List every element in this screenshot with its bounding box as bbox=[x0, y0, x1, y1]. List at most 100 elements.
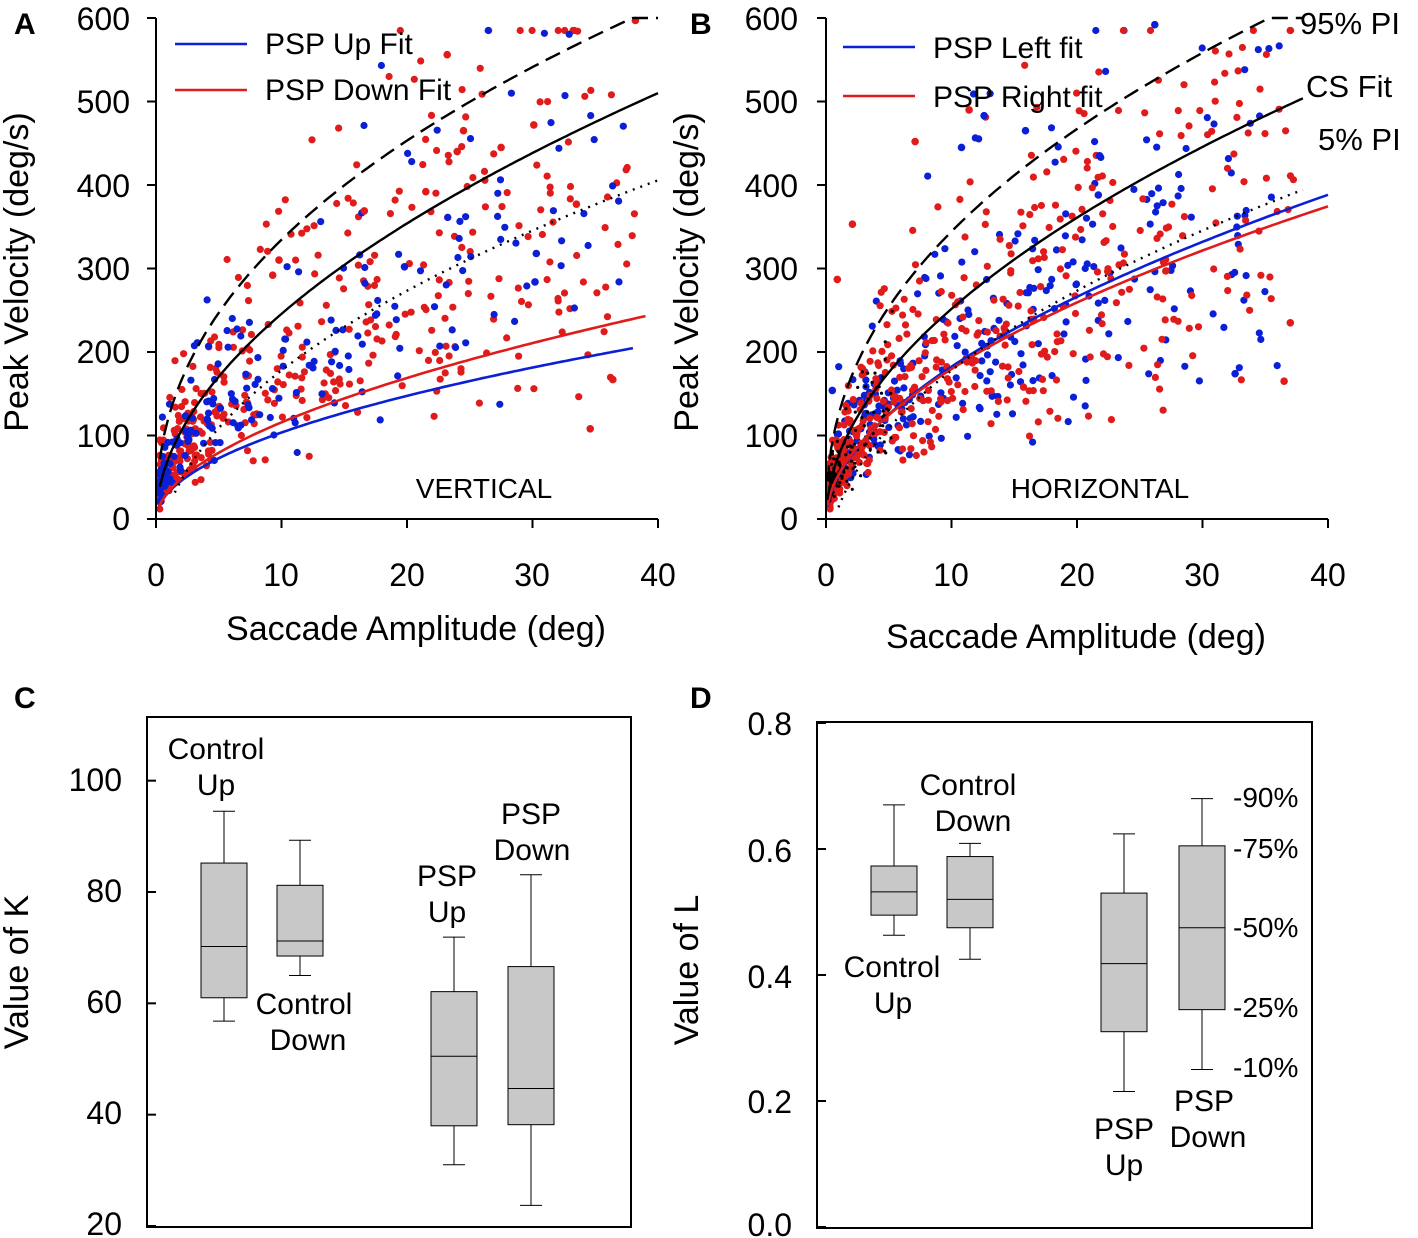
panel-b-point-914 bbox=[862, 424, 866, 428]
panel-b-point-51 bbox=[922, 274, 930, 283]
panel-b-point-694 bbox=[1031, 203, 1039, 212]
panel-b-point-284 bbox=[1224, 155, 1232, 163]
panel-a-point-267 bbox=[180, 350, 188, 358]
panel-a-point-290 bbox=[310, 222, 318, 230]
panel-a-point-491 bbox=[181, 452, 189, 460]
panel-a-y-label: Peak Velocity (deg/s) bbox=[0, 112, 36, 431]
panel-b-highlight-point-2 bbox=[980, 111, 988, 120]
panel-b-point-562 bbox=[1021, 61, 1029, 69]
panel-b-point-370 bbox=[994, 397, 1003, 405]
panel-d-label-control-down-1: Control bbox=[920, 769, 1017, 802]
panel-b-point-690 bbox=[1257, 271, 1265, 279]
panel-a-point-10 bbox=[458, 143, 466, 151]
panel-b-point-793 bbox=[1266, 273, 1274, 281]
panel-b-point-198 bbox=[971, 248, 979, 256]
panel-a-point-229 bbox=[378, 337, 386, 345]
panel-b-point-599 bbox=[1261, 130, 1269, 138]
panel-c-letter: C bbox=[14, 682, 36, 715]
panel-b-point-353 bbox=[924, 396, 933, 404]
panel-d-ticks bbox=[817, 722, 826, 1228]
panel-a-point-207 bbox=[325, 394, 333, 402]
panel-a-point-77 bbox=[428, 326, 436, 334]
panel-a-point-496 bbox=[433, 126, 441, 134]
panel-b-point-512 bbox=[1083, 164, 1091, 172]
panel-a-point-28 bbox=[536, 98, 544, 106]
panel-a-point-481 bbox=[328, 358, 336, 366]
panel-b-point-468 bbox=[1039, 387, 1047, 395]
panel-a-point-391 bbox=[303, 225, 311, 233]
panel-b-point-164 bbox=[890, 377, 899, 385]
panel-b-point-462 bbox=[1027, 151, 1035, 159]
panel-b-point-258 bbox=[1022, 289, 1030, 297]
panel-a-point-587 bbox=[510, 317, 519, 325]
panel-c-box-control-up-body bbox=[200, 862, 248, 999]
panel-a-point-87 bbox=[171, 403, 179, 411]
panel-b-point-435 bbox=[966, 178, 974, 186]
panel-b-point-883 bbox=[845, 445, 850, 449]
panel-c-boxes bbox=[200, 810, 555, 1206]
panel-a-point-349 bbox=[555, 308, 563, 316]
panel-b-point-303 bbox=[899, 415, 907, 423]
panel-b-point-735 bbox=[1208, 185, 1216, 193]
panel-c-box-control-down-body bbox=[276, 884, 324, 957]
panel-b-point-535 bbox=[900, 295, 908, 303]
panel-a-point-519 bbox=[395, 250, 403, 258]
panel-b-point-730 bbox=[1071, 233, 1080, 241]
panel-b-point-926 bbox=[848, 444, 852, 448]
panel-a-point-590 bbox=[187, 376, 195, 384]
panel-b-point-758 bbox=[1103, 353, 1111, 361]
panel-a-point-529 bbox=[609, 182, 617, 190]
panel-b-ytick-0: 0 bbox=[780, 501, 798, 537]
panel-b-point-431 bbox=[975, 317, 983, 325]
panel-a-point-536 bbox=[339, 326, 347, 334]
panel-c-ytick-40: 40 bbox=[86, 1095, 122, 1131]
panel-b-point-847 bbox=[899, 456, 907, 464]
panel-a-point-81 bbox=[581, 92, 589, 100]
panel-b-point-180 bbox=[1114, 354, 1122, 362]
panel-b-point-116 bbox=[1062, 210, 1070, 218]
panel-a-point-546 bbox=[452, 343, 460, 352]
panel-b-point-969 bbox=[853, 461, 857, 465]
panel-b-point-291 bbox=[893, 386, 901, 394]
panel-b-point-564 bbox=[1099, 210, 1107, 218]
panel-b-point-482 bbox=[933, 356, 941, 364]
panel-a-legend-up-label: PSP Up Fit bbox=[265, 28, 413, 61]
panel-b-point-922 bbox=[856, 385, 860, 389]
panel-b-point-98 bbox=[1042, 287, 1050, 295]
panel-d-label-control-down-2: Down bbox=[935, 805, 1012, 838]
panel-b-point-881 bbox=[845, 479, 849, 483]
panel-a-point-165 bbox=[433, 146, 441, 155]
panel-a-point-103 bbox=[177, 403, 186, 411]
panel-b-point-146 bbox=[1011, 237, 1019, 245]
panel-b-point-67 bbox=[1029, 377, 1037, 385]
panel-a-letter: A bbox=[14, 8, 36, 41]
panel-a-point-542 bbox=[584, 241, 592, 250]
panel-b-point-384 bbox=[947, 388, 955, 396]
panel-b-point-686 bbox=[1151, 373, 1159, 381]
panel-a-x-label: Saccade Amplitude (deg) bbox=[226, 610, 606, 648]
panel-a-point-518 bbox=[404, 149, 412, 157]
panel-a-point-49 bbox=[366, 258, 374, 266]
panel-a-ytick-500: 500 bbox=[77, 84, 130, 120]
panel-a-point-435 bbox=[204, 342, 213, 350]
panel-b-point-825 bbox=[1043, 353, 1051, 361]
panel-b-point-59 bbox=[1154, 184, 1163, 192]
panel-a-point-466 bbox=[416, 267, 425, 275]
panel-a-point-400 bbox=[308, 136, 316, 144]
panel-b-point-210 bbox=[860, 391, 868, 399]
panel-b-highlight-point-6 bbox=[957, 143, 966, 152]
panel-b-point-504 bbox=[1189, 352, 1197, 360]
panel-b-point-848 bbox=[1029, 387, 1037, 395]
panel-b-point-360 bbox=[1262, 50, 1270, 59]
panel-a-xtick-10: 10 bbox=[263, 557, 299, 593]
panel-a-ytick-300: 300 bbox=[77, 251, 130, 287]
panel-b-point-124 bbox=[1187, 213, 1195, 221]
panel-a-point-373 bbox=[498, 203, 506, 211]
panel-b-point-153 bbox=[1091, 138, 1099, 146]
panel-a-point-442 bbox=[295, 268, 303, 276]
panel-a-point-602 bbox=[268, 385, 277, 393]
panel-b-point-112 bbox=[995, 316, 1003, 324]
panel-b-point-132 bbox=[1265, 45, 1273, 53]
panel-b-point-245 bbox=[941, 245, 949, 253]
panel-b-point-416 bbox=[954, 381, 962, 389]
